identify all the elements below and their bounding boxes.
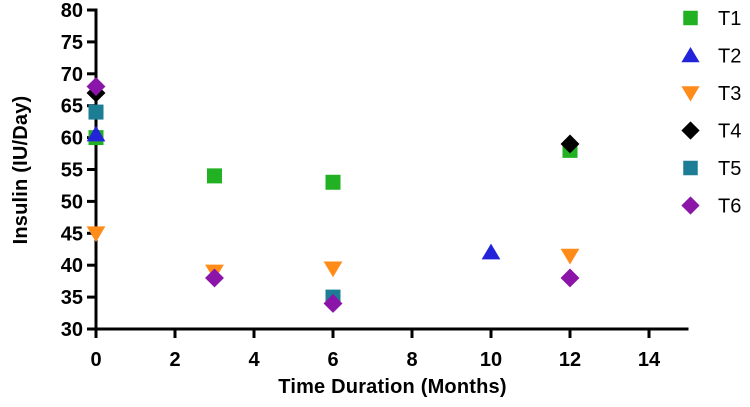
- legend-label-T3: T3: [718, 83, 741, 105]
- y-tick-label: 60: [61, 128, 83, 150]
- y-tick-label: 30: [61, 319, 83, 341]
- y-tick-label: 70: [61, 64, 83, 86]
- y-tick-label: 35: [61, 287, 83, 309]
- legend-marker-T1: [683, 10, 698, 26]
- data-point-T3: [323, 261, 343, 278]
- data-point-T1: [325, 174, 341, 190]
- x-tick-label: 0: [90, 349, 101, 371]
- x-tick-label: 12: [559, 349, 581, 371]
- data-point-T2: [86, 125, 106, 142]
- legend-marker-T3: [681, 86, 700, 102]
- y-axis-title: Insulin (IU/Day): [10, 95, 32, 245]
- data-point-T6: [205, 268, 224, 288]
- legend-marker-T6: [681, 196, 700, 215]
- y-tick-label: 80: [61, 0, 83, 22]
- x-tick-label: 2: [169, 349, 180, 371]
- legend-marker-T4: [681, 121, 700, 140]
- data-point-T6: [86, 77, 106, 97]
- data-point-T2: [481, 243, 501, 260]
- data-point-T6: [560, 268, 580, 288]
- x-tick-label: 8: [406, 349, 417, 371]
- y-tick-label: 50: [61, 191, 83, 213]
- x-tick-label: 4: [248, 349, 260, 371]
- legend-label-T6: T6: [718, 196, 741, 218]
- data-point-T4: [560, 134, 580, 154]
- legend-label-T2: T2: [718, 46, 741, 68]
- data-point-T3: [86, 226, 106, 243]
- x-tick-label: 6: [327, 349, 338, 371]
- x-tick-label: 10: [480, 349, 502, 371]
- y-tick-label: 45: [61, 223, 83, 245]
- legend-marker-T2: [681, 46, 700, 63]
- y-tick-label: 40: [61, 255, 83, 277]
- data-point-T6: [323, 294, 343, 313]
- y-tick-label: 55: [61, 160, 83, 182]
- data-point-T3: [560, 248, 580, 265]
- legend-label-T1: T1: [718, 8, 741, 30]
- legend-label-T4: T4: [718, 121, 741, 143]
- data-point-T1: [207, 168, 222, 184]
- x-tick-label: 14: [638, 349, 661, 371]
- y-tick-label: 75: [61, 32, 83, 54]
- y-tick-label: 65: [61, 96, 83, 118]
- legend-marker-T5: [683, 160, 698, 176]
- data-point-T5: [88, 104, 104, 120]
- legend-label-T5: T5: [718, 158, 741, 180]
- x-axis-title: Time Duration (Months): [278, 376, 507, 398]
